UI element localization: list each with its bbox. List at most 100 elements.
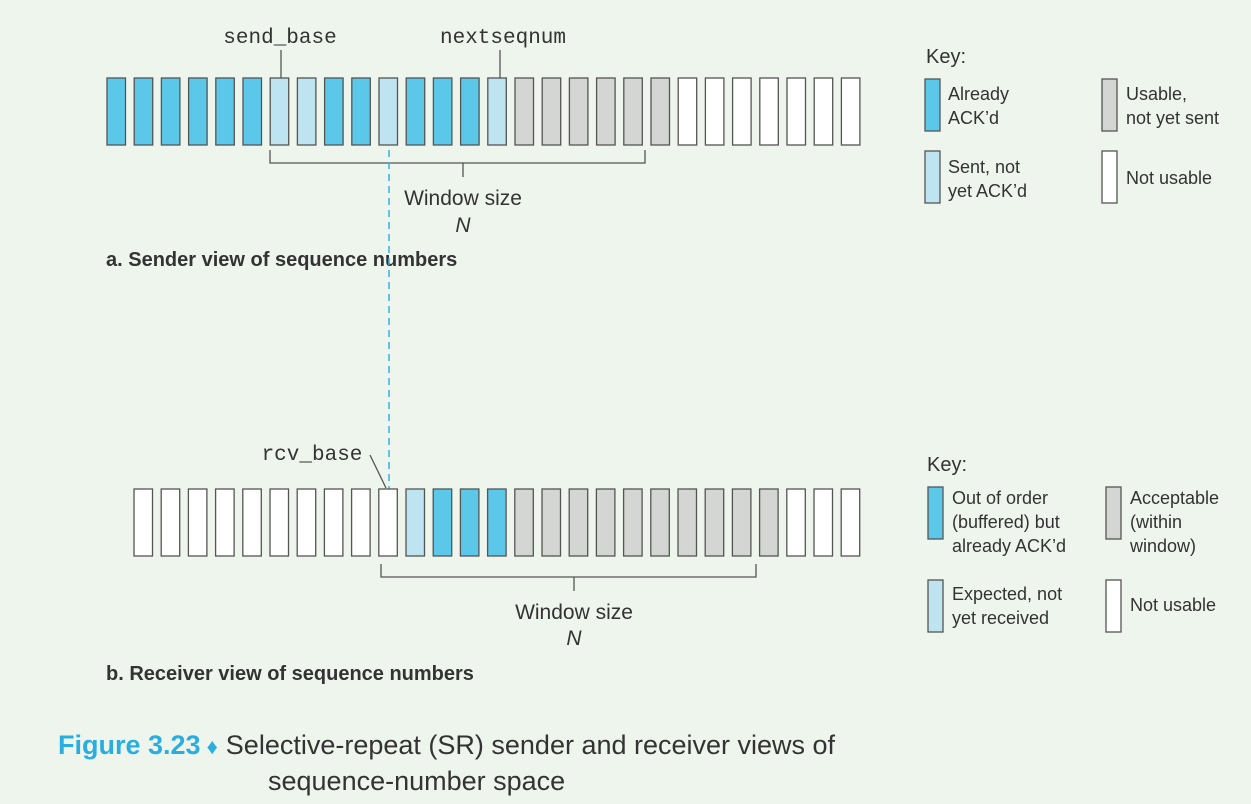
sender-box-acked xyxy=(405,77,426,146)
sender-box-acked xyxy=(133,77,154,146)
key-acceptable-label-1: Acceptable xyxy=(1130,488,1219,508)
sender-box-free xyxy=(786,77,807,146)
receiver-box-free xyxy=(840,488,861,557)
receiver-box-acceptable xyxy=(568,488,589,557)
sender-box-free xyxy=(759,77,779,146)
receiver-box-acceptable xyxy=(758,488,779,557)
receiver-view-title: b. Receiver view of sequence numbers xyxy=(106,663,474,685)
sender-box-acked xyxy=(187,77,208,146)
receiver-box-free xyxy=(813,488,834,557)
key-acceptable-label-2: (within xyxy=(1130,512,1182,532)
sender-box-sent xyxy=(296,77,317,146)
receiver-box-ooo xyxy=(459,488,480,557)
sender-box-acked xyxy=(323,77,344,146)
key-usable-label-2: not yet sent xyxy=(1126,108,1219,128)
key-out-of-order-label-2: (buffered) but xyxy=(952,512,1060,532)
receiver-box-acceptable xyxy=(704,488,725,557)
receiver-box-free xyxy=(378,488,398,557)
receiver-box-ooo xyxy=(432,488,453,557)
nextseqnum-label: nextseqnum xyxy=(440,27,566,50)
key-acceptable-label-3: window) xyxy=(1129,536,1196,556)
receiver-box-acceptable xyxy=(731,488,752,557)
sender-key: Key: Already ACK’d Usable, not yet sent … xyxy=(924,46,1219,204)
receiver-window-label: Window size xyxy=(515,601,633,624)
receiver-box-free xyxy=(187,488,208,557)
receiver-box-expected xyxy=(405,488,426,557)
receiver-box-acceptable xyxy=(514,488,534,557)
receiver-box-acceptable xyxy=(650,488,670,557)
key-already-acked-label-1: Already xyxy=(948,84,1009,104)
receiver-key-heading: Key: xyxy=(927,454,967,476)
key-expected-label-2: yet received xyxy=(952,608,1049,628)
receiver-window-bracket xyxy=(380,564,757,591)
sender-box-free xyxy=(813,77,834,146)
sender-window-symbol: N xyxy=(455,214,471,237)
sender-box-usable xyxy=(623,77,643,146)
receiver-box-free xyxy=(160,488,181,557)
sender-box-free xyxy=(677,77,698,146)
caption-diamond: ♦ xyxy=(206,734,218,759)
sender-view-title: a. Sender view of sequence numbers xyxy=(106,249,457,271)
receiver-box-acceptable xyxy=(541,488,562,557)
sender-box-usable xyxy=(568,77,589,146)
rcv-base-pointer xyxy=(369,454,387,489)
sender-box-sent xyxy=(487,77,507,146)
sender-box-acked xyxy=(432,77,453,146)
sender-box-acked xyxy=(215,77,235,146)
receiver-box-free xyxy=(786,488,806,557)
sender-box-usable xyxy=(595,77,616,146)
sender-box-acked xyxy=(160,77,181,146)
sender-box-usable xyxy=(541,77,562,146)
receiver-box-free xyxy=(323,488,344,557)
key-sent-label-1: Sent, not xyxy=(948,157,1020,177)
key-usable-swatch xyxy=(1101,78,1118,132)
key-not-usable-swatch xyxy=(1101,150,1118,204)
key-sent-swatch xyxy=(924,150,941,204)
key-out-of-order-swatch xyxy=(927,486,944,540)
sender-box-acked xyxy=(106,77,127,146)
caption-text-line2: sequence-number space xyxy=(268,766,566,796)
key-not-usable-label: Not usable xyxy=(1126,168,1212,188)
sender-box-acked xyxy=(459,77,480,146)
key-receiver-not-usable-label: Not usable xyxy=(1130,595,1216,615)
figure-number: Figure 3.23 xyxy=(58,730,201,760)
receiver-box-free xyxy=(242,488,262,557)
key-already-acked-swatch xyxy=(924,78,941,132)
sender-window-bracket xyxy=(269,150,646,177)
sender-box-usable xyxy=(650,77,671,146)
sender-box-usable xyxy=(514,77,535,146)
send-base-label: send_base xyxy=(223,27,336,50)
sender-box-free xyxy=(704,77,725,146)
figure-caption: Figure 3.23 ♦ Selective-repeat (SR) sender… xyxy=(58,728,938,798)
key-receiver-not-usable-swatch xyxy=(1105,579,1122,633)
receiver-box-acceptable xyxy=(622,488,643,557)
key-sent-label-2: yet ACK’d xyxy=(948,181,1027,201)
receiver-key: Key: Out of order (buffered) but already… xyxy=(927,454,1219,633)
sender-box-free xyxy=(840,77,861,146)
receiver-box-acceptable xyxy=(595,488,616,557)
receiver-box-free xyxy=(133,488,154,557)
receiver-box-ooo xyxy=(486,488,507,557)
rcv-base-label: rcv_base xyxy=(262,444,363,467)
receiver-box-free xyxy=(296,488,317,557)
key-out-of-order-label-1: Out of order xyxy=(952,488,1048,508)
receiver-box-free xyxy=(350,488,371,557)
sender-box-acked xyxy=(242,77,263,146)
receiver-box-free xyxy=(269,488,290,557)
sender-sequence-row xyxy=(106,77,861,146)
key-usable-label-1: Usable, xyxy=(1126,84,1187,104)
sender-box-acked xyxy=(351,77,371,146)
receiver-box-free xyxy=(214,488,235,557)
key-already-acked-label-2: ACK’d xyxy=(948,108,999,128)
caption-text-line1: Selective-repeat (SR) sender and receive… xyxy=(225,730,836,760)
key-expected-swatch xyxy=(927,579,944,633)
key-expected-label-1: Expected, not xyxy=(952,584,1062,604)
sender-box-sent xyxy=(378,77,399,146)
receiver-sequence-row xyxy=(133,488,861,557)
sender-window-label: Window size xyxy=(404,187,522,210)
receiver-box-acceptable xyxy=(677,488,698,557)
sender-box-free xyxy=(731,77,752,146)
key-out-of-order-label-3: already ACK’d xyxy=(952,536,1066,556)
receiver-window-symbol: N xyxy=(566,627,582,650)
